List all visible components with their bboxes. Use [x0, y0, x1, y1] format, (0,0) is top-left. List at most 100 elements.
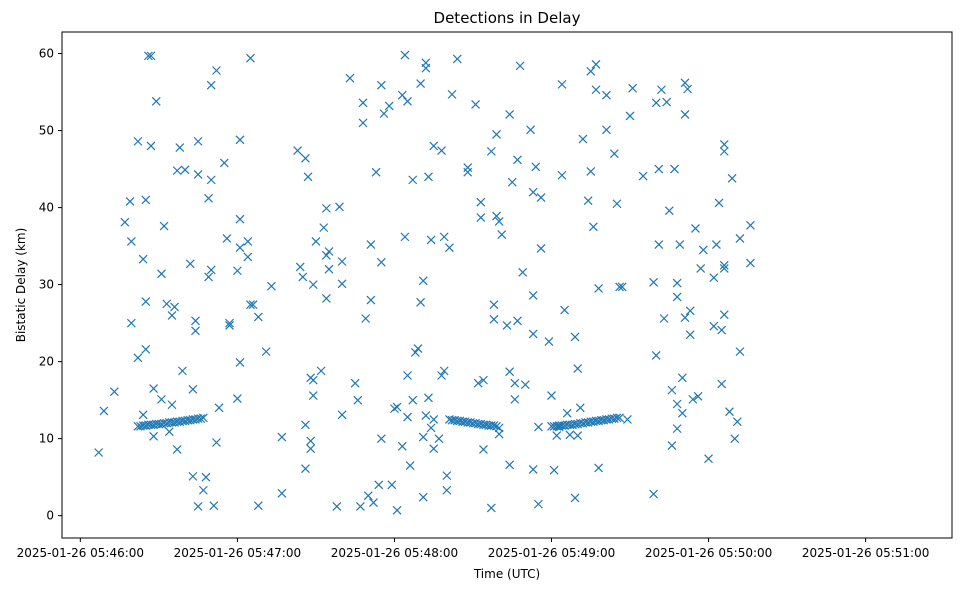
data-point: [426, 235, 436, 245]
data-point: [232, 266, 242, 276]
data-point: [492, 421, 501, 431]
data-point: [505, 109, 515, 119]
data-point: [588, 222, 598, 232]
data-point: [622, 414, 632, 424]
data-point: [403, 371, 412, 380]
data-point: [657, 85, 666, 95]
data-point: [452, 54, 462, 64]
data-point: [201, 472, 211, 482]
data-point: [651, 351, 661, 360]
data-point: [609, 149, 619, 159]
data-point: [219, 158, 229, 168]
data-point: [246, 300, 255, 310]
data-point: [149, 384, 159, 394]
data-point: [120, 217, 130, 227]
data-point: [711, 240, 721, 249]
data-point: [463, 167, 473, 177]
data-point: [387, 480, 397, 490]
data-point: [191, 316, 200, 326]
data-point: [413, 344, 423, 353]
data-point: [392, 505, 402, 515]
data-point: [366, 240, 376, 249]
data-point: [355, 501, 365, 511]
data-point: [662, 97, 672, 107]
data-point: [654, 164, 664, 174]
data-point: [371, 167, 381, 177]
data-point: [670, 164, 679, 174]
data-point: [732, 417, 742, 427]
data-point: [408, 395, 418, 405]
data-point: [659, 314, 669, 323]
data-point: [672, 292, 682, 302]
data-point: [193, 170, 203, 179]
data-point: [439, 232, 449, 242]
data-point: [193, 501, 203, 511]
data-point: [638, 171, 648, 181]
data-point: [651, 98, 661, 108]
data-point: [473, 378, 483, 388]
x-axis-ticks: 2025-01-26 05:46:00 2025-01-26 05:47:00 20…: [17, 538, 929, 560]
data-point: [586, 166, 596, 176]
data-point: [157, 269, 166, 279]
data-point: [513, 155, 522, 165]
data-point: [403, 96, 412, 106]
data-point: [196, 414, 206, 424]
chart-title: Detections in Delay: [434, 9, 581, 27]
data-point: [416, 297, 426, 307]
data-point: [141, 344, 151, 354]
data-point: [505, 367, 515, 377]
data-point: [295, 262, 305, 272]
data-point: [243, 237, 253, 246]
data-point: [193, 136, 203, 146]
data-point: [222, 233, 232, 243]
data-point: [536, 243, 546, 253]
data-point: [167, 400, 177, 410]
data-point: [366, 295, 376, 305]
y-tick-label: 60: [39, 47, 54, 61]
data-point: [667, 385, 677, 395]
data-point: [594, 463, 604, 473]
data-point: [261, 347, 271, 357]
data-point: [306, 444, 316, 454]
data-point: [159, 221, 169, 231]
data-point: [549, 465, 559, 475]
x-tick-label: 2025-01-26 05:46:00: [17, 546, 144, 560]
data-point: [408, 175, 418, 185]
data-point: [444, 243, 454, 253]
data-point: [332, 501, 342, 511]
data-point: [649, 277, 659, 287]
data-point: [204, 193, 214, 203]
data-point: [497, 230, 507, 239]
data-point: [693, 391, 703, 401]
y-tick-label: 0: [46, 509, 54, 523]
data-point: [591, 59, 601, 69]
data-point: [324, 247, 334, 256]
data-point: [212, 438, 221, 447]
data-point: [321, 203, 331, 213]
data-point: [369, 498, 378, 507]
data-point: [664, 206, 674, 216]
data-point: [494, 217, 504, 226]
marker-layer: [94, 50, 755, 515]
data-point: [421, 63, 431, 73]
y-tick-label: 20: [39, 355, 54, 369]
data-point: [335, 202, 344, 212]
data-point: [225, 318, 234, 328]
data-point: [725, 407, 734, 417]
data-point: [573, 364, 583, 373]
data-point: [308, 280, 318, 290]
data-point: [243, 252, 253, 262]
data-point: [583, 196, 593, 206]
data-point: [476, 197, 486, 207]
data-point: [625, 111, 635, 121]
data-point: [510, 378, 520, 388]
data-point: [683, 84, 693, 94]
data-point: [471, 99, 481, 109]
data-point: [350, 378, 360, 388]
data-point: [246, 53, 255, 63]
data-point: [486, 503, 496, 513]
data-point: [719, 140, 729, 149]
data-point: [277, 488, 287, 498]
data-point: [520, 380, 530, 390]
